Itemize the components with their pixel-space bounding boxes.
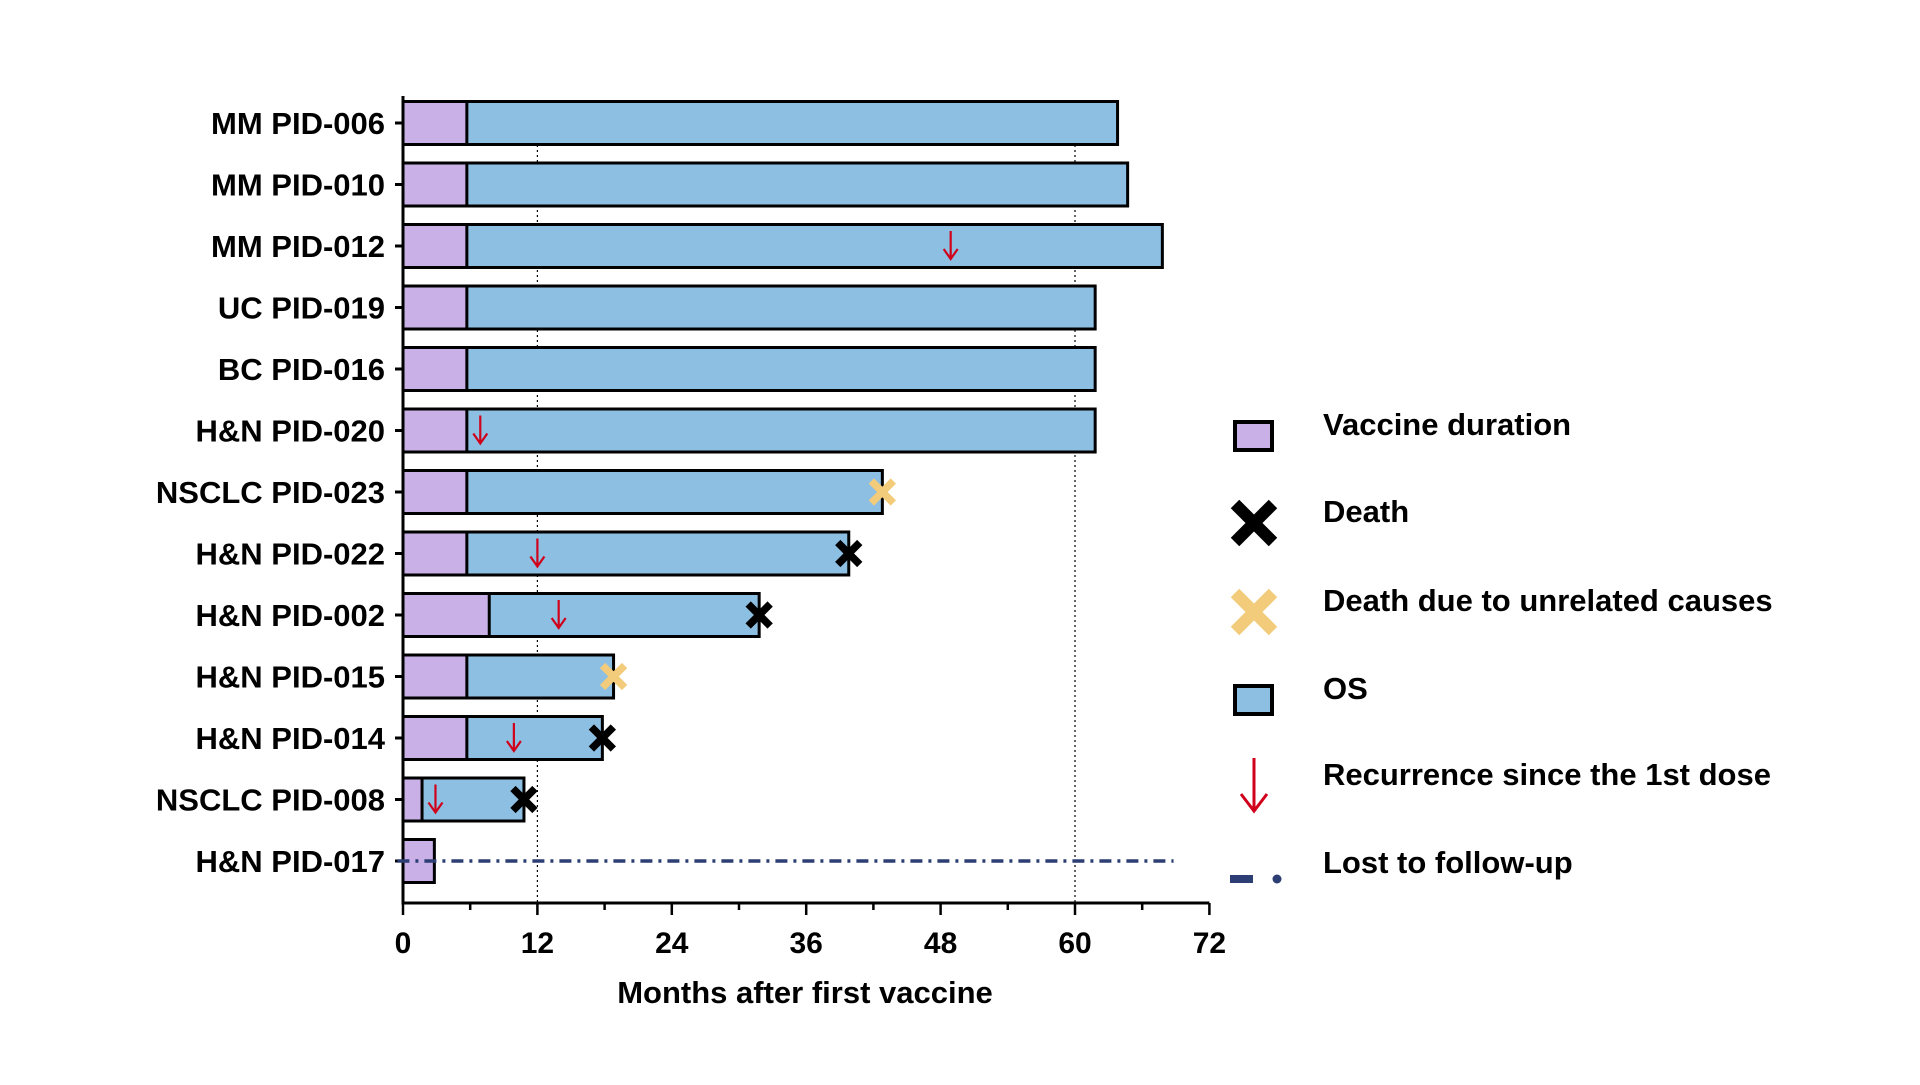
os-bar-mm-pid-010: [401, 161, 1130, 208]
legend-lost-followup-dot: [1272, 874, 1282, 884]
death-unrelated-marker-h-n-pid-015: [599, 662, 628, 691]
patient-label: H&N PID-002: [196, 598, 386, 633]
legend-death-marker: [1230, 499, 1278, 547]
os-bar-h-n-pid-022: [401, 530, 851, 577]
patient-label: BC PID-016: [218, 352, 385, 387]
recurrence-arrow-h-n-pid-020: [472, 415, 489, 446]
legend-label-lost-followup: Lost to follow-up: [1323, 845, 1573, 880]
patient-label: H&N PID-017: [196, 844, 386, 879]
vaccine-bar-h-n-pid-002: [401, 592, 491, 638]
patient-label: MM PID-006: [211, 106, 385, 141]
vaccine-bar-nsclc-pid-023: [401, 469, 469, 515]
x-tick-label: 60: [1058, 927, 1091, 960]
vaccine-bar-mm-pid-012: [401, 223, 469, 269]
patient-label: MM PID-010: [211, 168, 385, 203]
legend-death-unrelated-marker: [1230, 588, 1278, 636]
patient-label: NSCLC PID-023: [156, 475, 385, 510]
death-marker-h-n-pid-002: [745, 601, 773, 629]
vaccine-bar-uc-pid-019: [401, 284, 469, 331]
legend-vaccine-swatch: [1233, 420, 1274, 452]
x-tick-label: 36: [790, 927, 823, 960]
os-bar-mm-pid-012: [401, 223, 1164, 269]
vaccine-bar-h-n-pid-020: [401, 407, 469, 454]
legend-label-vaccine: Vaccine duration: [1323, 407, 1571, 442]
patient-label: H&N PID-015: [196, 660, 386, 695]
os-bar-h-n-pid-020: [401, 407, 1097, 454]
vaccine-bar-h-n-pid-022: [401, 530, 469, 577]
patient-label: H&N PID-020: [196, 414, 386, 449]
recurrence-arrow-h-n-pid-002: [550, 600, 567, 630]
os-bar-nsclc-pid-023: [401, 469, 884, 515]
os-bar-uc-pid-019: [401, 284, 1097, 331]
recurrence-arrow-h-n-pid-014: [505, 723, 522, 753]
recurrence-arrow-nsclc-pid-008: [427, 784, 444, 815]
recurrence-arrow-h-n-pid-022: [529, 538, 546, 569]
vaccine-bar-mm-pid-010: [401, 161, 469, 208]
x-axis-title: Months after first vaccine: [617, 975, 993, 1010]
vaccine-bar-bc-pid-016: [401, 346, 469, 392]
os-bar-mm-pid-006: [401, 100, 1120, 146]
death-unrelated-marker-nsclc-pid-023: [868, 478, 897, 506]
legend-os-swatch: [1233, 684, 1274, 716]
vaccine-bar-h-n-pid-014: [401, 715, 469, 761]
os-bar-bc-pid-016: [401, 346, 1097, 392]
patient-label: UC PID-019: [218, 291, 385, 326]
vaccine-bar-nsclc-pid-008: [401, 776, 424, 823]
patient-label: MM PID-012: [211, 229, 385, 264]
x-tick-label: 0: [395, 927, 412, 960]
legend-label-recurrence: Recurrence since the 1st dose: [1323, 757, 1771, 792]
legend-recurrence-arrow: [1239, 758, 1269, 814]
patient-label: H&N PID-014: [196, 721, 386, 756]
death-marker-h-n-pid-022: [835, 539, 863, 568]
patient-label: NSCLC PID-008: [156, 783, 385, 818]
x-tick-label: 12: [521, 927, 554, 960]
vaccine-bar-mm-pid-006: [401, 100, 469, 146]
x-tick-label: 72: [1193, 927, 1226, 960]
vaccine-bar-h-n-pid-015: [401, 653, 469, 700]
legend-label-os: OS: [1323, 671, 1368, 706]
death-marker-h-n-pid-014: [588, 724, 617, 752]
legend-label-death: Death: [1323, 494, 1409, 529]
patient-label: H&N PID-022: [196, 537, 386, 572]
x-tick-label: 24: [655, 927, 689, 960]
recurrence-arrow-mm-pid-012: [942, 231, 959, 261]
x-tick-label: 48: [924, 927, 957, 960]
legend-label-death-unrelated: Death due to unrelated causes: [1323, 583, 1773, 618]
death-marker-nsclc-pid-008: [510, 785, 538, 814]
